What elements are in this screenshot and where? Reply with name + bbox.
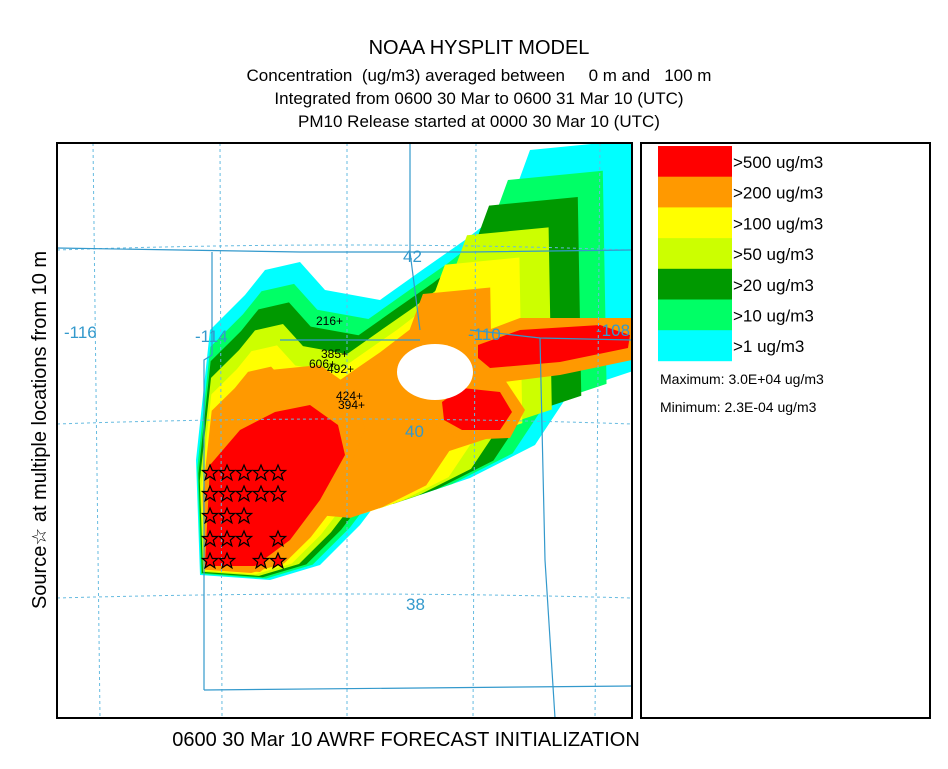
legend-swatch [658,146,732,177]
longitude-label: -108 [596,321,630,340]
legend-label: >100 ug/m3 [733,214,823,233]
legend-swatch [658,330,732,362]
state-lines [57,143,632,718]
legend-swatch [658,299,732,331]
subtitle: Concentration (ug/m3) averaged between 0… [247,66,712,85]
legend-swatch [658,268,732,300]
longitude-label: -114 [195,327,228,346]
legend-label: >50 ug/m3 [733,245,814,264]
legend-swatch [658,207,732,239]
footer: 0600 30 Mar 10 AWRF FORECAST INITIALIZAT… [172,729,640,751]
legend-label: >10 ug/m3 [733,307,814,326]
map-frame [56,142,633,719]
point-label: 394+ [338,398,365,412]
legend-label: >1 ug/m3 [733,337,804,356]
longitude-label: -110 [468,325,501,344]
point-label: 216+ [316,314,343,328]
subtitle: PM10 Release started at 0000 30 Mar 10 (… [298,112,660,131]
plume-layer [205,405,345,566]
legend-label: >500 ug/m3 [733,153,823,172]
subtitle: Integrated from 0600 30 Mar to 0600 31 M… [274,89,683,108]
legend-frame [640,142,931,719]
latitude-label: 42 [403,247,422,266]
longitude-label: -116 [64,323,97,342]
legend-label: >20 ug/m3 [733,276,814,295]
maximum: Maximum: 3.0E+04 ug/m3 [660,371,824,387]
point-label: 492+ [327,362,354,376]
legend-swatch [658,176,732,208]
lake [397,344,473,400]
minimum: Minimum: 2.3E-04 ug/m3 [660,399,817,415]
map: -116 -114 -110 -108 42 40 38 216+ 385+606+492+ 42… [57,143,632,718]
legend-label: >200 ug/m3 [733,184,823,203]
point-label: 606+ [309,357,336,371]
latitude-label: 40 [405,422,424,441]
legend-swatch [658,238,732,270]
point-label: 424+ [336,389,363,403]
side-label: Source☆ at multiple locations from 10 m [29,251,51,609]
graticule [57,143,632,718]
title: NOAA HYSPLIT MODEL [369,37,590,59]
latitude-label: 38 [406,595,425,614]
point-label: 385+ [321,347,348,361]
